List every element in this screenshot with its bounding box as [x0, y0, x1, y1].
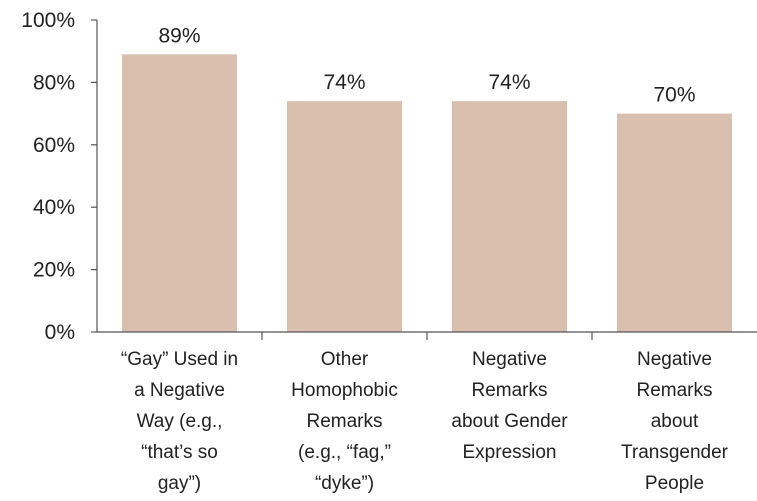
data-label: 74% [488, 71, 530, 94]
x-tick-label-line: Negative [637, 349, 712, 370]
y-tick-label: 20% [33, 259, 75, 282]
x-tick-label-line: (e.g., “fag,” [298, 442, 391, 463]
x-tick-label-line: “dyke”) [315, 473, 374, 494]
y-tick-label: 100% [21, 9, 75, 32]
x-tick-label-line: Way (e.g., [137, 411, 223, 432]
bar [617, 113, 732, 332]
x-tick-label-line: about Gender [451, 411, 568, 432]
x-tick-label: Negative Remarks about Transgender People [621, 349, 729, 494]
x-tick-label: “Gay” Used in a Negative Way (e.g., “that’s… [121, 349, 238, 494]
x-tick-label-line: Remarks [471, 380, 547, 401]
x-tick-label-line: about [651, 411, 699, 432]
x-tick-label: Other Homophobic Remarks (e.g., “fag,” “dyke… [291, 349, 398, 494]
bars: 89% 74% 74% 70% [122, 24, 732, 333]
x-tick-label-line: gay”) [158, 473, 201, 494]
x-tick-label-line: Remarks [636, 380, 712, 401]
bar [287, 101, 402, 333]
bar [452, 101, 567, 333]
data-label: 89% [158, 24, 200, 47]
x-tick-label-line: Negative [472, 349, 547, 370]
y-tick-label: 80% [33, 71, 75, 94]
x-tick-label-line: People [645, 473, 704, 494]
y-tick-label: 60% [33, 134, 75, 157]
y-axis: 0% 20% 40% 60% 80% 100% [21, 9, 98, 344]
x-tick-label-line: Transgender [621, 442, 729, 463]
y-tick-label: 0% [45, 321, 75, 344]
x-tick-label-line: “Gay” Used in [121, 349, 238, 370]
x-tick-label-line: “that’s so [141, 442, 218, 463]
bar [122, 54, 237, 332]
x-tick-label-line: a Negative [134, 380, 225, 401]
data-label: 70% [653, 84, 695, 107]
x-tick-label-line: Remarks [306, 411, 382, 432]
y-tick-label: 40% [33, 196, 75, 219]
x-tick-label-line: Expression [463, 442, 557, 463]
x-tick-label-line: Other [321, 349, 369, 370]
x-tick-label-line: Homophobic [291, 380, 398, 401]
x-tick-label: Negative Remarks about Gender Expression [451, 349, 568, 463]
data-label: 74% [323, 71, 365, 94]
x-axis: “Gay” Used in a Negative Way (e.g., “that’s… [97, 331, 757, 494]
